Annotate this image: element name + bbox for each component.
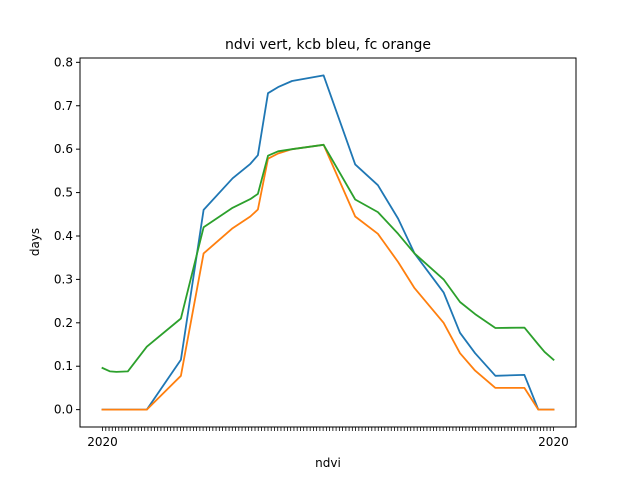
y-tick-label: 0.7 [54,99,73,113]
x-tick-label: 2020 [87,435,118,449]
x-axis-label: ndvi [315,456,341,470]
series-line-1 [101,74,555,411]
x-tick-label: 2020 [538,435,569,449]
y-tick-label: 0.4 [54,229,73,243]
y-tick-label: 0.1 [54,359,73,373]
y-tick-label: 0.2 [54,316,73,330]
y-tick-label: 0.0 [54,403,73,417]
chart-title: ndvi vert, kcb bleu, fc orange [225,37,431,53]
y-tick-label: 0.6 [54,142,73,156]
y-tick-label: 0.3 [54,272,73,286]
x-axis-ticks: 2020 2020 [87,427,569,449]
y-axis-ticks: 0.0 0.1 0.2 0.3 0.4 0.5 0.6 0.7 0.8 [54,55,80,417]
series-layer [101,74,555,411]
y-axis-label: days [28,228,42,256]
y-tick-label: 0.8 [54,55,73,69]
plot-frame [79,57,577,428]
y-tick-label: 0.5 [54,186,73,200]
series-line-3 [101,143,555,373]
